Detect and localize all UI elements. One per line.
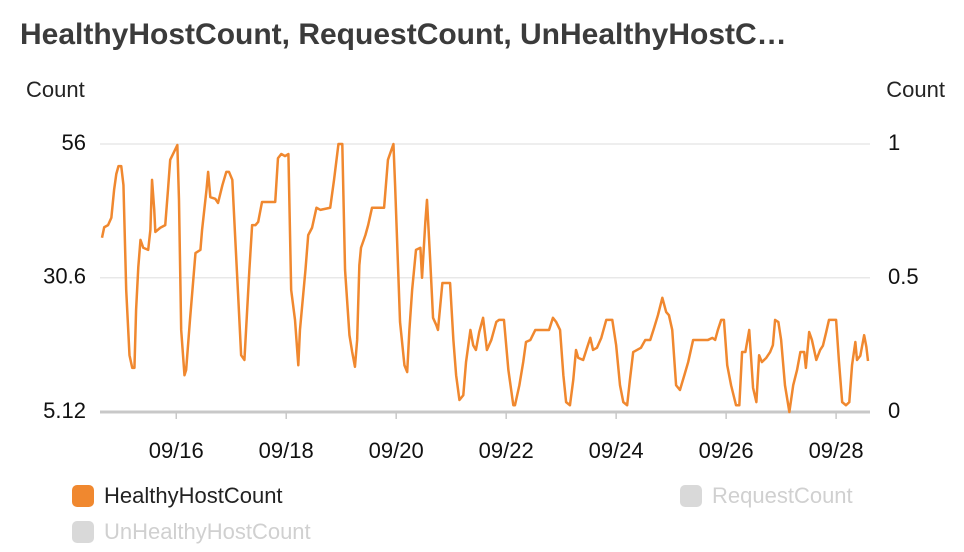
legend-label: UnHealthyHostCount	[104, 519, 311, 544]
x-tick-label: 09/16	[149, 438, 204, 463]
series-line	[100, 142, 870, 414]
legend-swatch	[72, 485, 94, 507]
y2-tick-label: 0	[888, 398, 900, 423]
legend-swatch	[72, 521, 94, 543]
y2-tick-label: 1	[888, 130, 900, 155]
y-tick-label: 5.12	[43, 398, 86, 423]
x-tick-label: 09/24	[589, 438, 644, 463]
chart-title: HealthyHostCount, RequestCount, UnHealth…	[20, 18, 787, 51]
x-tick-label: 09/18	[259, 438, 314, 463]
x-tick-label: 09/22	[479, 438, 534, 463]
x-tick-label: 09/20	[369, 438, 424, 463]
y-axis-label: Count	[26, 77, 85, 102]
legend-label: HealthyHostCount	[104, 483, 283, 508]
y2-axis-label: Count	[886, 77, 945, 102]
x-tick-label: 09/26	[699, 438, 754, 463]
legend-swatch	[680, 485, 702, 507]
x-tick-label: 09/28	[809, 438, 864, 463]
y2-tick-label: 0.5	[888, 264, 919, 289]
legend-label: RequestCount	[712, 483, 853, 508]
y-tick-label: 56	[62, 130, 86, 155]
y-tick-label: 30.6	[43, 264, 86, 289]
